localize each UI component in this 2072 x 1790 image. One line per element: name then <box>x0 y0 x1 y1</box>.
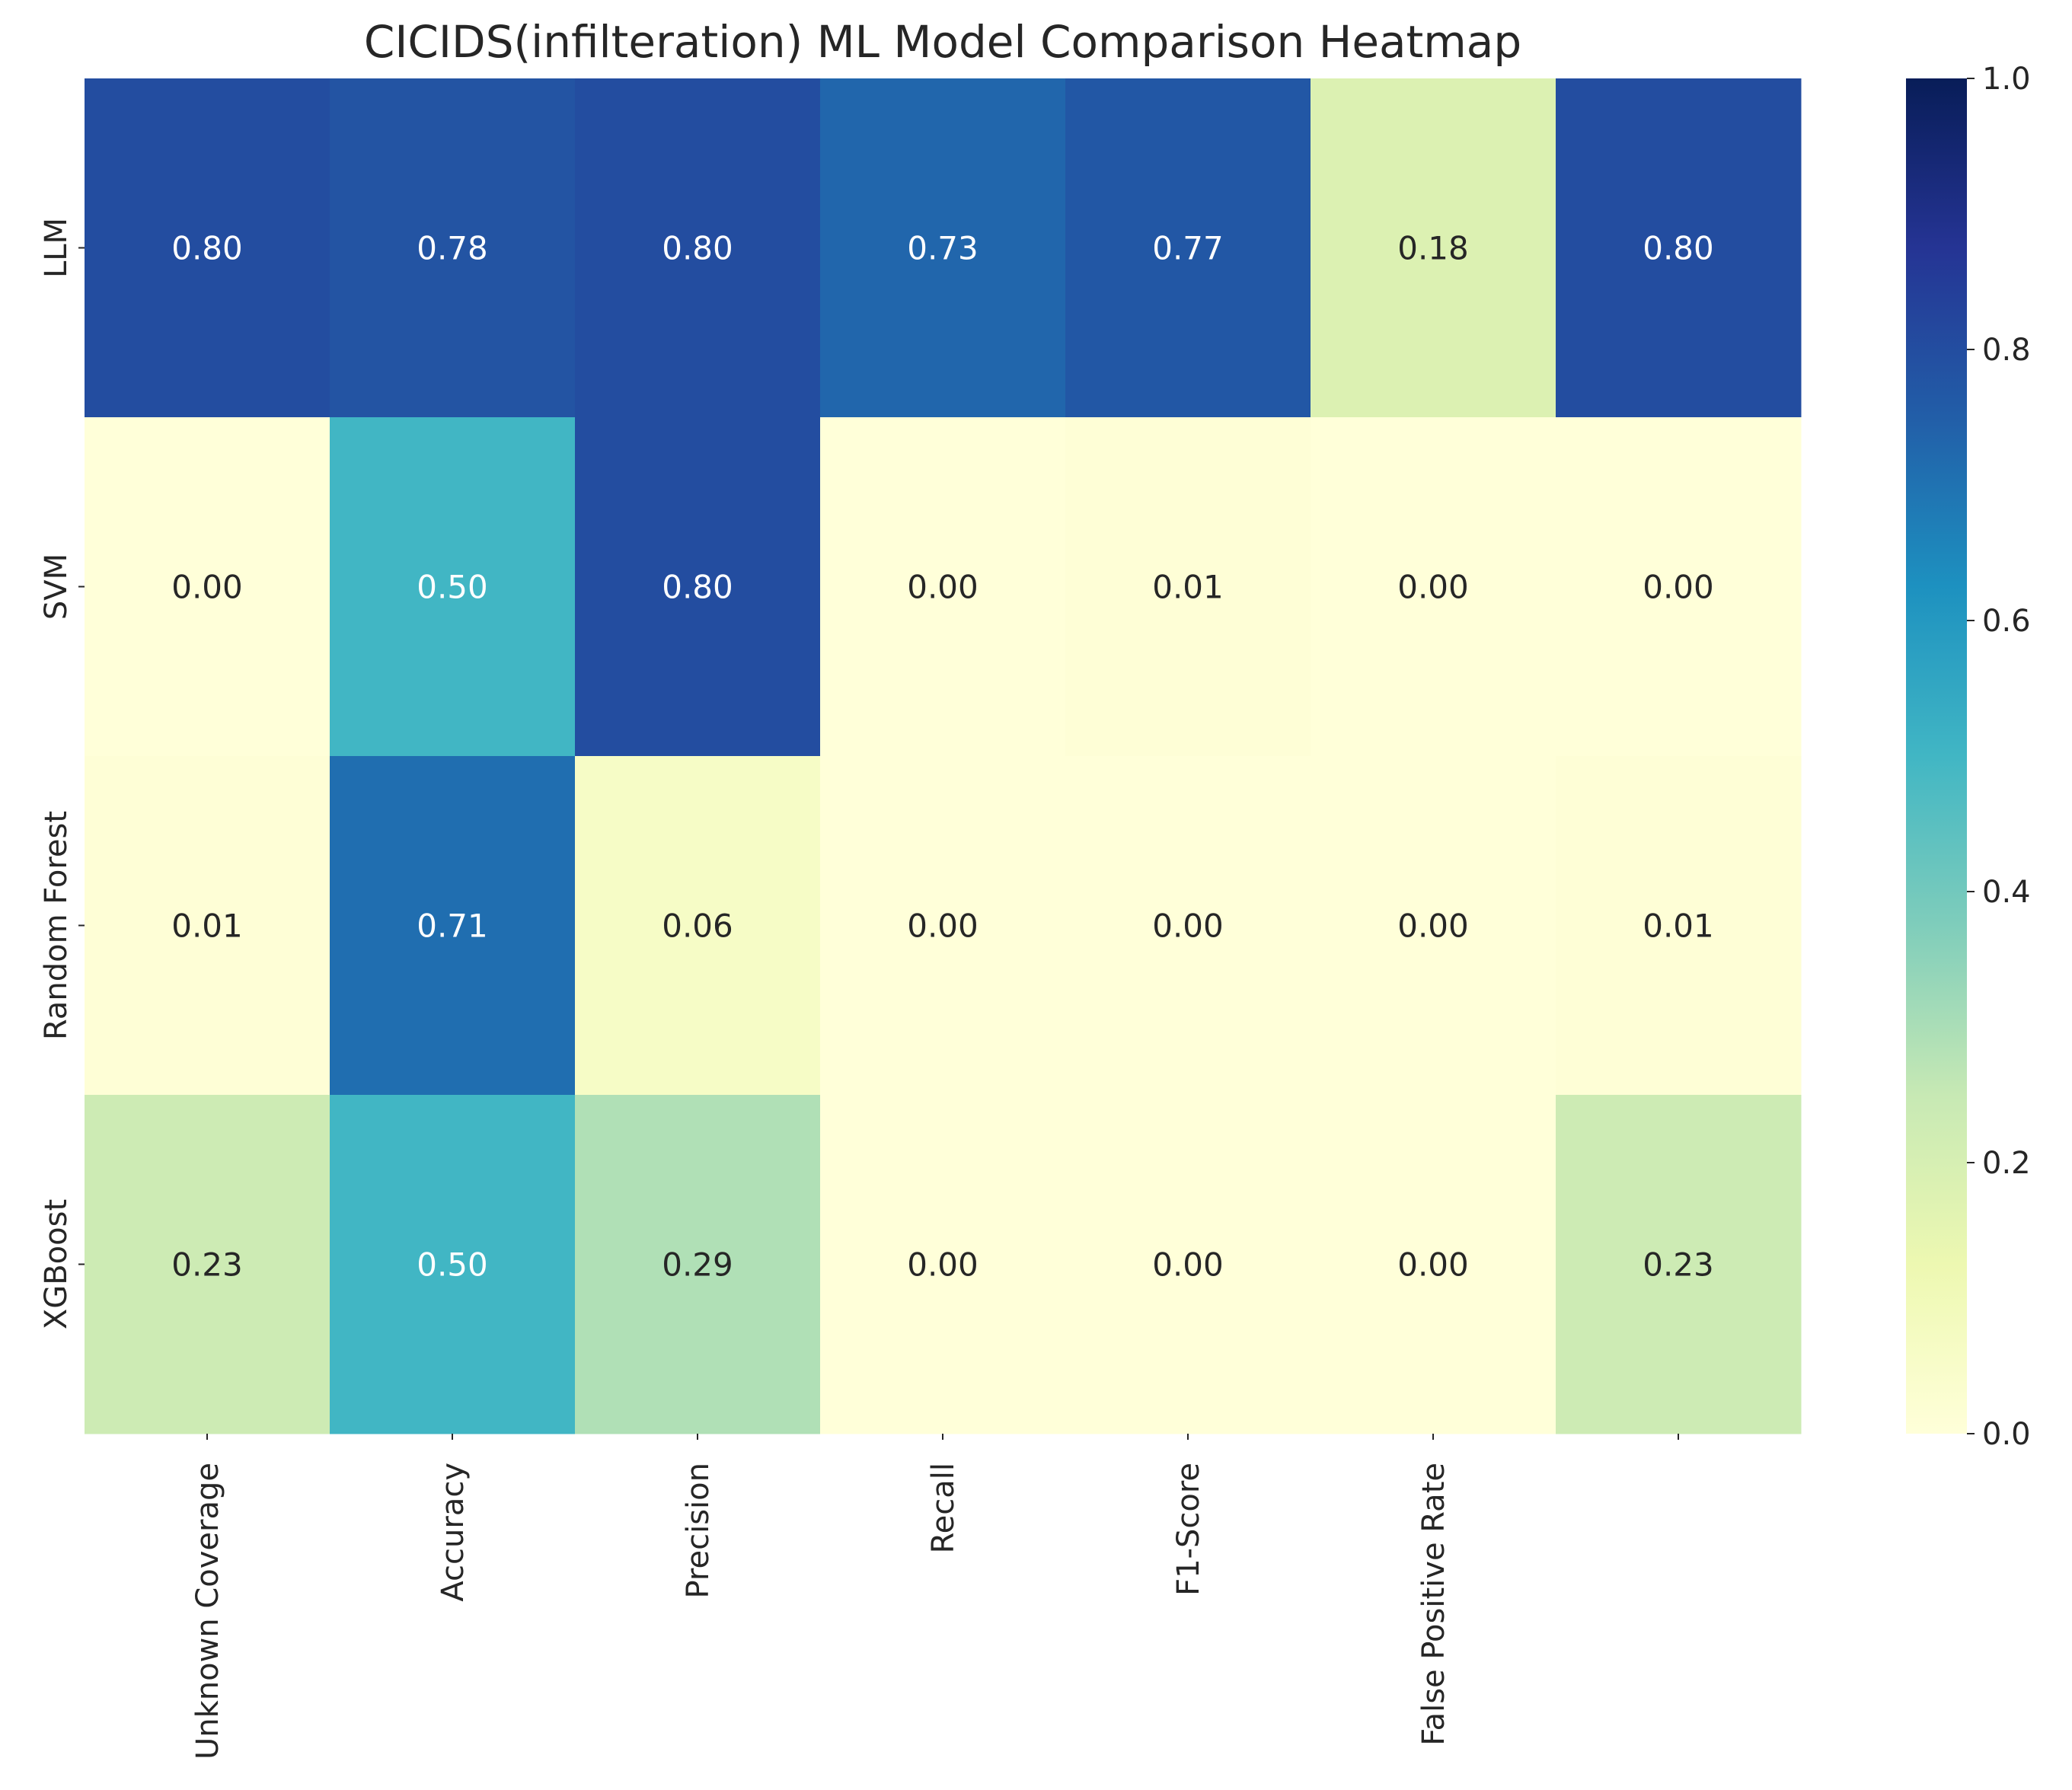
x-tick-label: Unknown Coverage <box>190 1463 225 1760</box>
heatmap-cell <box>575 756 821 1096</box>
heatmap-cell <box>820 756 1066 1096</box>
heatmap-cell <box>1065 756 1311 1096</box>
heatmap-cell-labels: 0.80 0.78 0.80 0.73 0.77 0.18 0.80 0.00 0.50 0.80… <box>171 230 1714 1284</box>
heatmap-cell <box>1065 417 1311 757</box>
cell-value-label: 0.78 <box>417 230 488 267</box>
x-tick-label: Precision <box>681 1463 716 1598</box>
y-tick-label: Random Forest <box>39 811 74 1040</box>
heatmap-cell <box>1065 78 1311 418</box>
colorbar-tick-label: 0.4 <box>1982 875 2031 910</box>
cell-value-label: 0.01 <box>171 908 243 945</box>
heatmap-cell <box>1556 1095 1802 1434</box>
x-axis-ticks: Unknown Coverage Accuracy Precision Recall F… <box>190 1434 1679 1760</box>
heatmap-cell <box>1556 417 1802 757</box>
colorbar: 0.0 0.2 0.4 0.6 0.8 1.0 <box>1906 62 2031 1452</box>
chart-title: CICIDS(infilteration) ML Model Compariso… <box>364 16 1521 68</box>
heatmap-cell <box>1065 1095 1311 1434</box>
cell-value-label: 0.23 <box>1643 1246 1714 1284</box>
cell-value-label: 0.06 <box>662 908 733 945</box>
cell-value-label: 0.00 <box>1643 569 1714 606</box>
cell-value-label: 0.00 <box>907 569 979 606</box>
heatmap-cell <box>330 756 576 1096</box>
heatmap-cell <box>1556 78 1802 418</box>
heatmap-cell <box>85 1095 330 1434</box>
cell-value-label: 0.80 <box>171 230 243 267</box>
heatmap-cell <box>820 78 1066 418</box>
cell-value-label: 0.01 <box>1152 569 1224 606</box>
colorbar-tick-label: 0.0 <box>1982 1417 2031 1452</box>
cell-value-label: 0.01 <box>1643 908 1714 945</box>
heatmap-cells <box>85 78 1802 1434</box>
cell-value-label: 0.18 <box>1397 230 1469 267</box>
x-tick-label: F1-Score <box>1171 1463 1206 1596</box>
colorbar-scale <box>1906 78 1967 1434</box>
heatmap-cell <box>1311 78 1556 418</box>
heatmap-cell <box>575 417 821 757</box>
heatmap-cell <box>820 1095 1066 1434</box>
cell-value-label: 0.00 <box>907 1246 979 1284</box>
heatmap-cell <box>330 1095 576 1434</box>
cell-value-label: 0.00 <box>1397 1246 1469 1284</box>
cell-value-label: 0.29 <box>662 1246 733 1284</box>
cell-value-label: 0.80 <box>1643 230 1714 267</box>
cell-value-label: 0.73 <box>907 230 979 267</box>
cell-value-label: 0.80 <box>662 230 733 267</box>
heatmap-cell <box>820 417 1066 757</box>
y-axis-ticks: LLM SVM Random Forest XGBoost <box>39 218 85 1329</box>
x-tick-label: Recall <box>926 1463 961 1553</box>
heatmap-cell <box>575 1095 821 1434</box>
heatmap-cell <box>330 78 576 418</box>
cell-value-label: 0.00 <box>1397 908 1469 945</box>
cell-value-label: 0.80 <box>662 569 733 606</box>
cell-value-label: 0.00 <box>1152 1246 1224 1284</box>
colorbar-tick-label: 0.2 <box>1982 1146 2031 1181</box>
colorbar-tick-label: 0.6 <box>1982 604 2031 639</box>
cell-value-label: 0.50 <box>417 1246 488 1284</box>
colorbar-tick-label: 1.0 <box>1982 62 2031 97</box>
heatmap-cell <box>85 78 330 418</box>
x-tick-label: Accuracy <box>436 1463 471 1602</box>
cell-value-label: 0.71 <box>417 908 488 945</box>
cell-value-label: 0.23 <box>171 1246 243 1284</box>
heatmap-cell <box>575 78 821 418</box>
cell-value-label: 0.77 <box>1152 230 1224 267</box>
y-tick-label: SVM <box>39 554 74 620</box>
heatmap-cell <box>85 756 330 1096</box>
cell-value-label: 0.00 <box>907 908 979 945</box>
cell-value-label: 0.00 <box>1397 569 1469 606</box>
heatmap-cell <box>85 417 330 757</box>
y-tick-label: XGBoost <box>39 1199 74 1329</box>
x-tick-label: False Positive Rate <box>1416 1463 1451 1746</box>
cell-value-label: 0.00 <box>171 569 243 606</box>
colorbar-tick-label: 0.8 <box>1982 333 2031 368</box>
y-tick-label: LLM <box>39 218 74 278</box>
heatmap-cell <box>330 417 576 757</box>
heatmap-cell <box>1556 756 1802 1096</box>
cell-value-label: 0.50 <box>417 569 488 606</box>
heatmap-cell <box>1311 756 1556 1096</box>
cell-value-label: 0.00 <box>1152 908 1224 945</box>
heatmap-cell <box>1311 417 1556 757</box>
heatmap-cell <box>1311 1095 1556 1434</box>
